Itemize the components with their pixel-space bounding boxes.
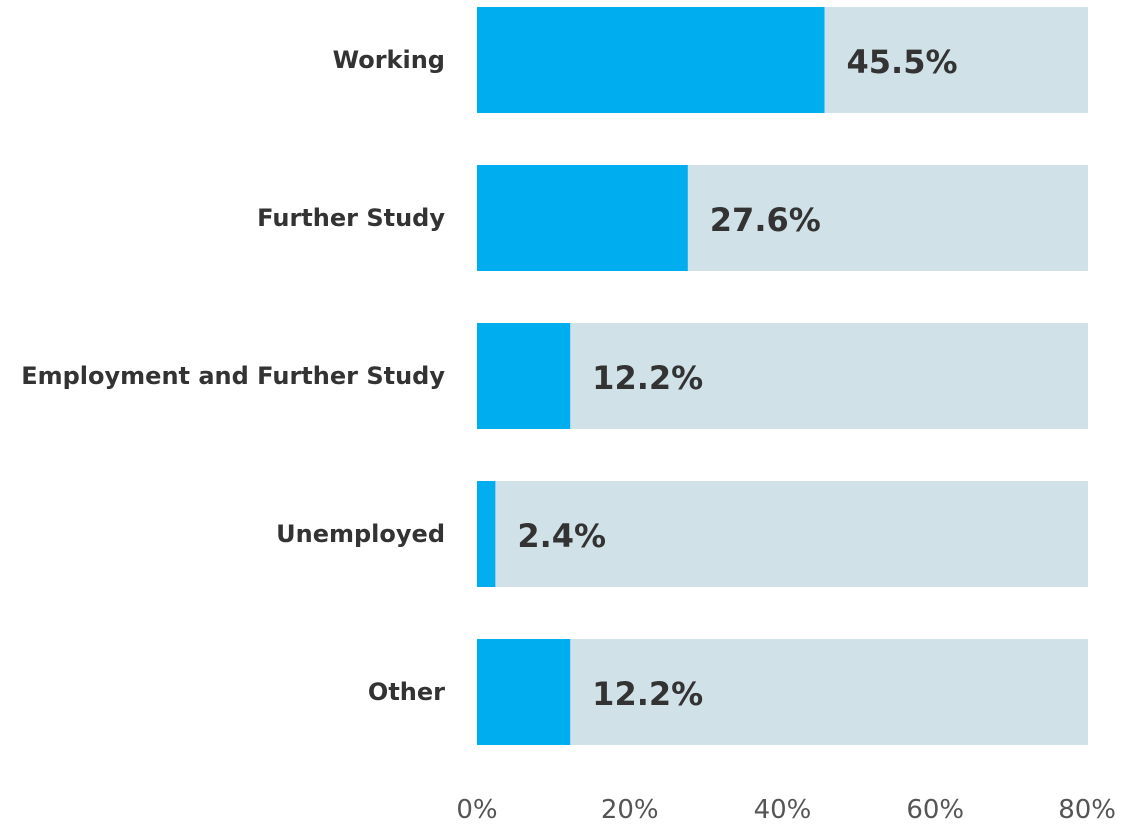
category-labels: Working Further Study Employment and Furth… [21,46,445,706]
bar [477,323,571,429]
bar-tracks [477,7,1088,745]
x-tick-label: 0% [456,795,497,825]
value-label: 2.4% [517,517,606,555]
bar-track [477,639,1088,745]
x-axis-tick-labels: 0% 20% 40% 60% 80% [456,795,1116,825]
x-tick-label: 80% [1058,795,1116,825]
bar [477,481,496,587]
x-tick-label: 20% [601,795,659,825]
value-label: 12.2% [592,675,703,713]
bar-track [477,323,1088,429]
bars [477,7,825,745]
category-label: Further Study [257,204,445,232]
category-label: Working [333,46,445,74]
value-label: 27.6% [710,201,821,239]
category-label: Other [368,678,445,706]
bar [477,7,825,113]
x-tick-label: 40% [754,795,812,825]
bar-track [477,481,1088,587]
bar [477,165,688,271]
value-label: 45.5% [847,43,958,81]
bar [477,639,571,745]
value-label: 12.2% [592,359,703,397]
x-tick-label: 60% [906,795,964,825]
category-label: Employment and Further Study [21,362,445,390]
category-label: Unemployed [276,520,445,548]
value-labels: 45.5% 27.6% 12.2% 2.4% 12.2% [517,43,957,713]
